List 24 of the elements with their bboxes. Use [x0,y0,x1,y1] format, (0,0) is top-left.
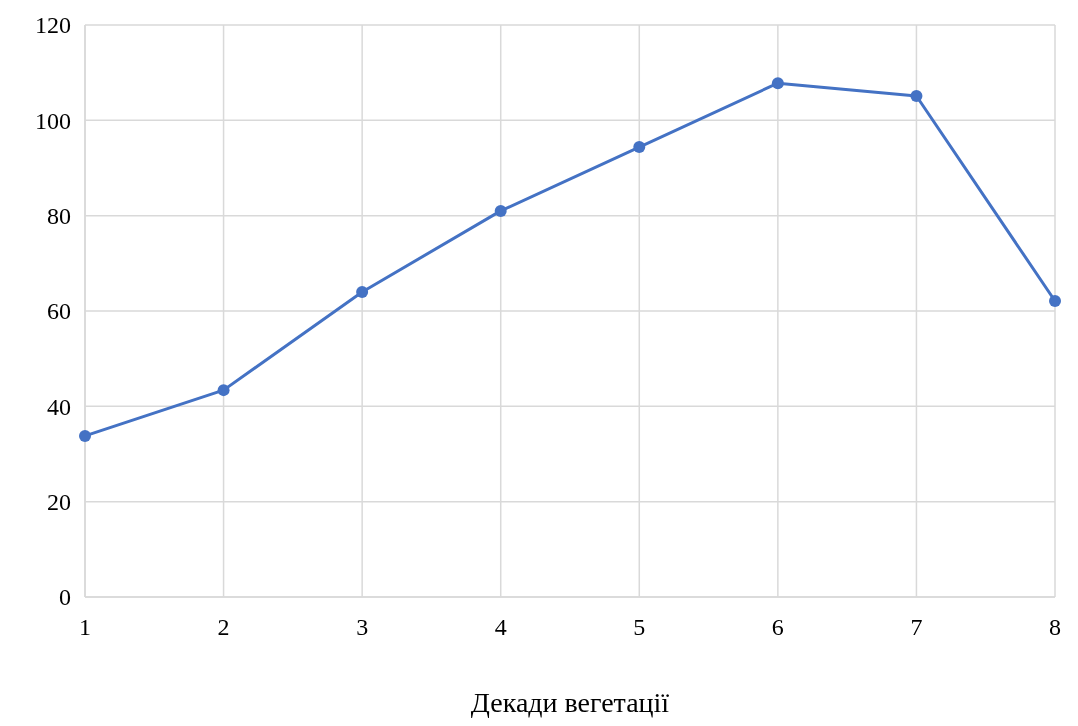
y-tick-label: 40 [47,393,71,420]
point [910,90,923,103]
x-tick-label: 2 [217,614,230,640]
point [79,429,91,442]
x-tick-label: 8 [1049,614,1061,640]
x-axis-title: Декади вегетації [470,687,670,718]
y-tick-label: 120 [35,12,71,39]
x-tick-label: 6 [771,614,784,640]
x-tick-label: 5 [633,614,646,640]
point [633,141,646,154]
y-tick-label: 100 [35,107,71,134]
point [1049,294,1061,307]
y-tick-label: 0 [59,584,71,611]
x-tick-label: 4 [494,614,507,640]
y-tick-label: 80 [47,203,71,230]
point [356,285,369,298]
y-tick-label: 60 [47,298,71,325]
point [217,384,230,397]
x-tick-label: 1 [79,614,91,640]
point [771,77,784,90]
point [494,204,507,217]
y-tick-label: 20 [47,489,71,516]
x-tick-label: 7 [910,614,923,640]
x-tick-label: 3 [356,614,369,640]
